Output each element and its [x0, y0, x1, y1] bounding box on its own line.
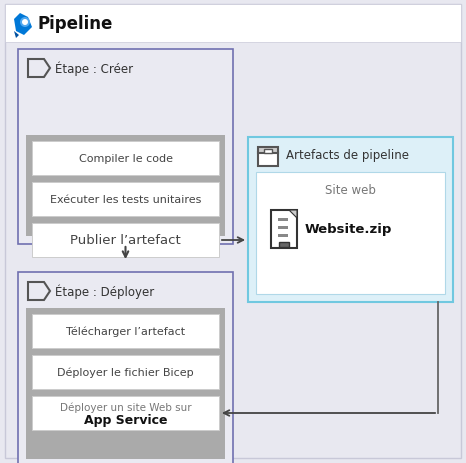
- Circle shape: [22, 20, 28, 26]
- Text: Compiler le code: Compiler le code: [78, 154, 172, 163]
- Polygon shape: [14, 14, 32, 36]
- Bar: [264, 150, 272, 154]
- Bar: [248, 138, 453, 302]
- Text: Déployer le fichier Bicep: Déployer le fichier Bicep: [57, 367, 194, 377]
- Bar: [278, 231, 288, 233]
- Bar: [5, 5, 461, 43]
- Bar: [278, 226, 288, 230]
- Bar: [32, 142, 219, 175]
- Text: Pipeline: Pipeline: [37, 15, 112, 33]
- Text: Exécuter les tests unitaires: Exécuter les tests unitaires: [50, 194, 201, 205]
- Text: Étape : Déployer: Étape : Déployer: [55, 284, 154, 299]
- Bar: [32, 314, 219, 348]
- Bar: [279, 243, 289, 247]
- Circle shape: [20, 18, 30, 28]
- Bar: [258, 148, 278, 154]
- Bar: [271, 211, 297, 249]
- Bar: [32, 182, 219, 217]
- Text: Artefacts de pipeline: Artefacts de pipeline: [286, 149, 409, 162]
- Bar: [278, 223, 288, 225]
- Bar: [256, 173, 445, 294]
- Bar: [32, 224, 219, 257]
- Text: App Service: App Service: [84, 413, 167, 426]
- Bar: [278, 219, 288, 221]
- Text: Website.zip: Website.zip: [305, 223, 392, 236]
- Bar: [278, 238, 288, 242]
- Text: Publier l’artefact: Publier l’artefact: [70, 234, 181, 247]
- Bar: [32, 396, 219, 430]
- Bar: [278, 234, 288, 238]
- Text: Étape : Créer: Étape : Créer: [55, 62, 133, 76]
- Bar: [32, 355, 219, 389]
- Bar: [18, 50, 233, 244]
- Bar: [26, 136, 225, 237]
- Bar: [258, 153, 278, 167]
- Polygon shape: [289, 211, 297, 219]
- Text: Déployer un site Web sur: Déployer un site Web sur: [60, 402, 192, 413]
- Text: Site web: Site web: [325, 184, 376, 197]
- Bar: [18, 272, 233, 463]
- Polygon shape: [14, 32, 19, 39]
- Bar: [26, 308, 225, 459]
- Text: Télécharger l’artefact: Télécharger l’artefact: [66, 326, 185, 337]
